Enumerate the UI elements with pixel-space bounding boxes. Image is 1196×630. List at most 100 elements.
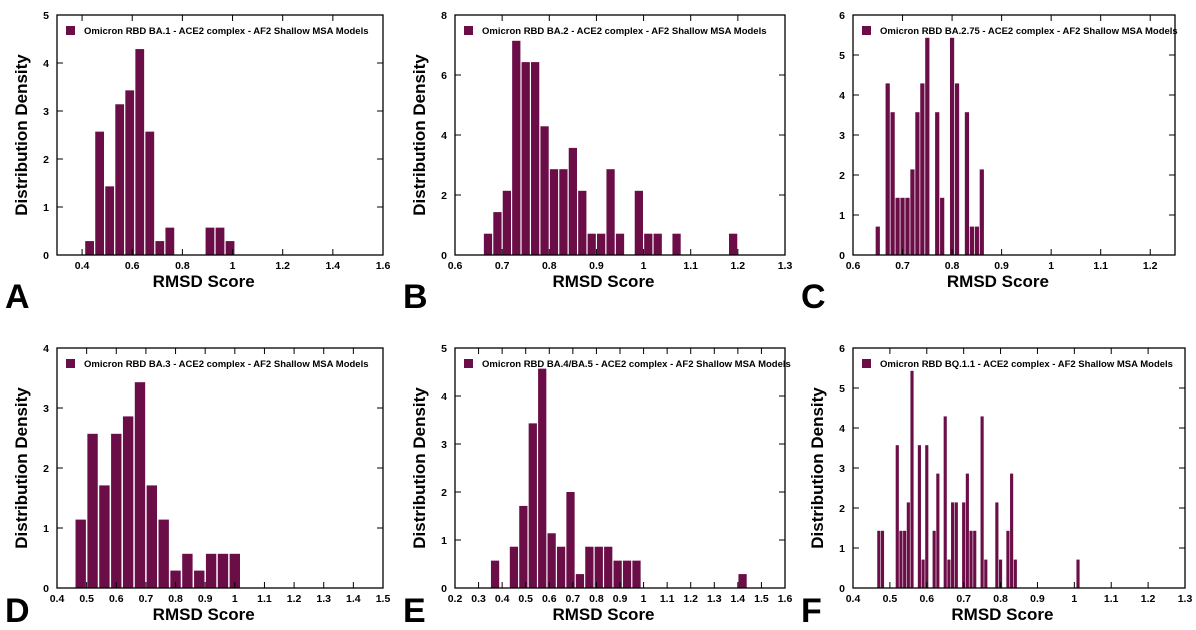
bar xyxy=(965,473,969,588)
bar xyxy=(885,83,890,256)
y-tick-label: 4 xyxy=(441,130,447,142)
x-tick-label: 1.5 xyxy=(376,593,391,605)
bar xyxy=(85,241,94,255)
bar xyxy=(75,519,86,588)
bar xyxy=(145,131,155,255)
bar xyxy=(920,83,925,256)
bar xyxy=(915,112,920,255)
x-tick-label: 1.1 xyxy=(660,593,675,605)
bar xyxy=(158,519,169,588)
x-axis-label: RMSD Score xyxy=(153,605,255,624)
bar xyxy=(980,416,984,588)
bar xyxy=(613,560,622,588)
bar xyxy=(502,190,511,255)
bar xyxy=(95,131,105,255)
y-axis-label: Distribution Density xyxy=(12,54,31,216)
x-tick-label: 0.9 xyxy=(613,593,628,605)
x-tick-label: 1.4 xyxy=(346,593,361,605)
y-tick-label: 4 xyxy=(43,343,49,355)
bar xyxy=(910,370,914,588)
bar xyxy=(585,546,594,588)
y-tick-label: 5 xyxy=(839,383,845,395)
x-axis-label: RMSD Score xyxy=(951,605,1053,624)
bar xyxy=(995,502,999,588)
x-tick-label: 1.3 xyxy=(778,260,793,272)
bar xyxy=(125,90,135,255)
chart-panel-c: 0.6 0.7 0.8 0.9 1 1.1 1.2 0 1 2 3 4 5 6 RMSD Score Omic… xyxy=(801,10,1178,316)
bar xyxy=(87,433,98,588)
x-tick-label: 1.1 xyxy=(257,593,272,605)
legend-label: Omicron RBD BA.3 - ACE2 complex - AF2 Sh… xyxy=(84,359,369,370)
x-tick-label: 0.5 xyxy=(518,593,533,605)
plot-frame xyxy=(454,347,786,589)
bar xyxy=(1013,559,1017,588)
y-tick-label: 4 xyxy=(839,90,845,102)
panel-label: F xyxy=(801,592,822,630)
bar xyxy=(954,502,958,588)
x-tick-label: 0.8 xyxy=(993,593,1008,605)
bar xyxy=(509,546,519,588)
bar xyxy=(632,560,641,588)
bar xyxy=(729,233,738,255)
bar xyxy=(653,233,662,255)
plot-frame xyxy=(56,14,384,256)
bar xyxy=(99,485,110,588)
x-tick-label: 0.9 xyxy=(994,260,1009,272)
x-axis-label: RMSD Score xyxy=(947,272,1049,291)
y-tick-label: 1 xyxy=(43,523,49,535)
bar xyxy=(880,530,885,588)
x-axis-label: RMSD Score xyxy=(552,605,654,624)
x-tick-label: 0.4 xyxy=(50,593,65,605)
bar xyxy=(215,227,225,255)
bar xyxy=(672,233,681,255)
y-tick-label: 6 xyxy=(441,70,447,82)
x-tick-label: 1.4 xyxy=(326,260,341,272)
bar xyxy=(947,559,951,588)
chart-panel-a: 0.4 0.6 0.8 1 1.2 1.4 1.6 0 1 2 3 4 5 RMSD Score Distr… xyxy=(5,10,390,316)
plot-frame xyxy=(852,347,1186,589)
x-tick-label: 0.6 xyxy=(125,260,140,272)
x-tick-label: 1.3 xyxy=(1178,593,1193,605)
y-tick-label: 2 xyxy=(441,190,447,202)
y-axis-label: Distribution Density xyxy=(12,387,31,549)
x-tick-label: 0.7 xyxy=(956,593,971,605)
y-tick-label: 4 xyxy=(839,423,845,435)
bar xyxy=(597,233,606,255)
y-tick-label: 0 xyxy=(43,583,49,595)
y-tick-label: 1 xyxy=(839,210,845,222)
y-tick-label: 4 xyxy=(43,58,49,70)
bar xyxy=(969,530,973,588)
bar xyxy=(895,197,900,255)
bar xyxy=(578,190,587,255)
bar xyxy=(587,233,596,255)
bar xyxy=(917,445,921,588)
x-tick-label: 0.8 xyxy=(945,260,960,272)
y-tick-label: 2 xyxy=(43,154,49,166)
bar xyxy=(122,416,134,588)
x-tick-label: 1.2 xyxy=(731,260,746,272)
bar xyxy=(547,533,556,588)
x-tick-label: 1.3 xyxy=(707,593,722,605)
x-tick-label: 0.4 xyxy=(846,593,861,605)
bar xyxy=(895,445,899,588)
bar xyxy=(146,485,158,588)
bar xyxy=(634,190,643,255)
y-axis-label: Distribution Density xyxy=(410,54,429,216)
y-tick-label: 2 xyxy=(839,170,845,182)
x-tick-label: 0.3 xyxy=(471,593,486,605)
bar xyxy=(921,559,925,588)
x-tick-label: 1.4 xyxy=(731,593,746,605)
bar xyxy=(622,560,632,588)
bar xyxy=(910,169,915,255)
bar xyxy=(566,492,575,588)
x-tick-label: 0.7 xyxy=(139,593,154,605)
x-tick-label: 0.8 xyxy=(589,593,604,605)
legend-swatch xyxy=(464,359,473,368)
x-tick-label: 0.9 xyxy=(198,593,213,605)
chart-panel-f: 0.4 0.5 0.6 0.7 0.8 0.9 1 1.1 1.2 1.3 0 1 2 3 4 5 6 RMSD … xyxy=(801,343,1192,630)
x-tick-label: 1.2 xyxy=(1141,593,1156,605)
x-tick-label: 1 xyxy=(1048,260,1054,272)
chart-panel-e: 0.2 0.3 0.4 0.5 0.6 0.7 0.8 0.9 1 1.1 1.2 1.3 1.4 1.5… xyxy=(403,343,792,630)
y-tick-label: 8 xyxy=(441,10,447,22)
